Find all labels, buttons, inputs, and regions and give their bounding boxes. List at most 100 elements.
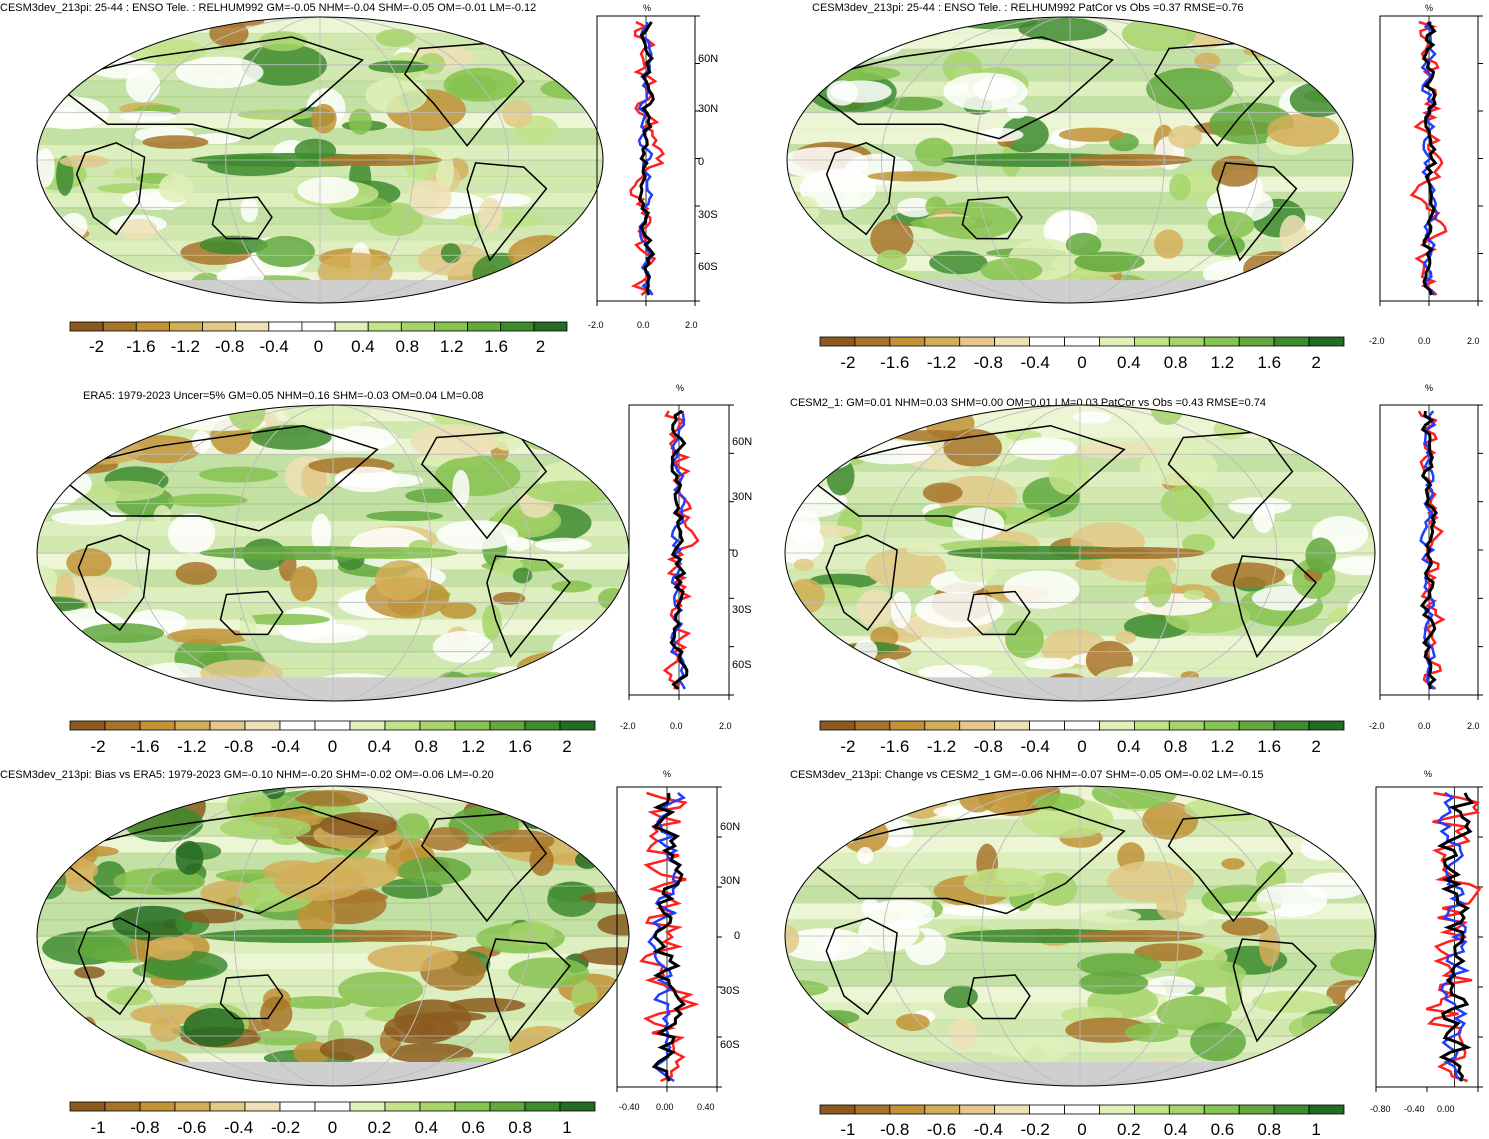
colorbar-swatch [1134, 720, 1170, 731]
colorbar-swatch [202, 321, 237, 332]
continent-outline [486, 555, 571, 659]
colorbar-label: -2 [89, 337, 104, 356]
colorbar-label: -0.8 [974, 353, 1003, 372]
colorbar-swatch [1238, 336, 1275, 347]
profile-tick-label: 0.0 [1418, 721, 1431, 731]
colorbar-label: -1 [90, 1118, 105, 1137]
profile-series-line [647, 792, 686, 1083]
lat-label: 30N [720, 875, 740, 887]
colorbar-swatch [1064, 1104, 1100, 1115]
continent-outline [50, 424, 379, 532]
colorbar-swatch [419, 1101, 456, 1112]
colorbar-swatch [959, 336, 996, 347]
continent-outline [486, 938, 571, 1043]
colorbar-label: 1.6 [484, 337, 508, 356]
colorbar-swatch [559, 1101, 596, 1112]
colorbar-swatch [454, 1101, 491, 1112]
profile-tick-label: 0.00 [656, 1102, 674, 1112]
colorbar-label: -2 [840, 353, 855, 372]
colorbar-label: 1.6 [1257, 737, 1281, 756]
colorbar-swatch [889, 720, 926, 731]
colorbar-swatch [367, 321, 402, 332]
colorbar-swatch [559, 720, 596, 731]
colorbar-swatch [69, 1101, 106, 1112]
colorbar-swatch [174, 720, 211, 731]
profile-series-line [651, 792, 687, 1082]
colorbar-2: -2 -1.6 -1.2 -0.8 -0.4 0 0.4 0.8 1.2 1.6 2 [819, 336, 1345, 372]
colorbar-label: -0.4 [974, 1120, 1003, 1139]
colorbar-swatch [489, 720, 526, 731]
profile-unit: % [643, 3, 651, 13]
colorbar-label: 0 [328, 1118, 337, 1137]
colorbar-label: -0.4 [1021, 737, 1050, 756]
colorbar-label: -0.8 [880, 1120, 909, 1139]
colorbar-label: -0.2 [271, 1118, 300, 1137]
continent-outline [825, 142, 896, 236]
profile-tick-label: 0.40 [697, 1102, 715, 1112]
map-panel-3 [36, 404, 630, 702]
colorbar-swatch [314, 720, 351, 731]
profile-series-line [1419, 410, 1437, 690]
panel-title-6: CESM3dev_213pi: Change vs CESM2_1 GM=-0.… [790, 769, 1264, 781]
continent-outline [75, 142, 146, 236]
colorbar-label: 1.2 [1211, 737, 1235, 756]
continent-outline [219, 974, 284, 1020]
colorbar-swatch [279, 720, 316, 731]
colorbar-swatch [279, 1101, 316, 1112]
colorbar-swatch [819, 1104, 856, 1115]
colorbar-swatch [1168, 1104, 1205, 1115]
colorbar-label: 0.6 [1211, 1120, 1235, 1139]
colorbar-3: -2 -1.6 -1.2 -0.8 -0.4 0 0.4 0.8 1.2 1.6 2 [69, 720, 596, 756]
colorbar-label: -1.2 [927, 737, 956, 756]
profile-unit: % [1424, 769, 1432, 779]
continent-outline [50, 806, 379, 915]
colorbar-swatch [314, 1101, 351, 1112]
profile-series-line [1421, 21, 1438, 296]
profile-tick-label: -2.0 [1369, 721, 1385, 731]
continent-outline [49, 36, 364, 140]
colorbar-swatch [994, 720, 1031, 731]
colorbar-swatch [524, 720, 561, 731]
lat-label: 60S [732, 659, 752, 671]
continent-outline [967, 590, 1031, 636]
colorbar-swatch [102, 321, 137, 332]
profile-tick-label: 0.00 [1437, 1104, 1455, 1114]
colorbar-label: 2 [562, 737, 571, 756]
colorbar-swatch [1203, 1104, 1240, 1115]
profile-tick-label: 2.0 [1467, 336, 1480, 346]
colorbar-label: -2 [90, 737, 105, 756]
profile-lines-1 [596, 15, 700, 306]
colorbar-swatch [1273, 1104, 1310, 1115]
colorbar-swatch [854, 720, 891, 731]
continent-outline [961, 196, 1023, 240]
map-panel-6 [784, 785, 1376, 1087]
profile-tick-label: -0.80 [1370, 1104, 1391, 1114]
colorbar-swatch [454, 720, 491, 731]
colorbar-swatch [467, 321, 502, 332]
colorbar-label: 1.2 [461, 737, 485, 756]
colorbar-label: -0.4 [271, 737, 300, 756]
colorbar-swatch [489, 1101, 526, 1112]
profile-panel-3: % -2.0 0.0 2.0 60N 30N 0 30S 60S [620, 383, 752, 731]
colorbar-label: -0.8 [215, 337, 244, 356]
continent-outline [219, 590, 284, 636]
continent-outline [1216, 162, 1298, 262]
profile-lines-5 [616, 786, 722, 1092]
lat-label: 30S [720, 985, 740, 997]
lat-label: 0 [734, 930, 740, 942]
profile-series-line [1409, 20, 1448, 296]
map-panel-2 [786, 16, 1354, 304]
colorbar-label: 0 [1077, 1120, 1086, 1139]
lat-label: 30S [698, 209, 718, 221]
colorbar-label: 0.6 [461, 1118, 485, 1137]
colorbar-swatch [889, 1104, 926, 1115]
colorbar-label: 0.4 [1117, 737, 1141, 756]
colorbar-label: -0.4 [224, 1118, 253, 1137]
colorbar-4: -2 -1.6 -1.2 -0.8 -0.4 0 0.4 0.8 1.2 1.6 2 [819, 720, 1345, 756]
colorbar-swatch [959, 720, 996, 731]
colorbar-swatch [235, 321, 270, 332]
colorbar-label: -0.8 [974, 737, 1003, 756]
colorbar-swatch [209, 720, 246, 731]
colorbar-swatch [924, 336, 961, 347]
colorbar-swatch [135, 321, 170, 332]
